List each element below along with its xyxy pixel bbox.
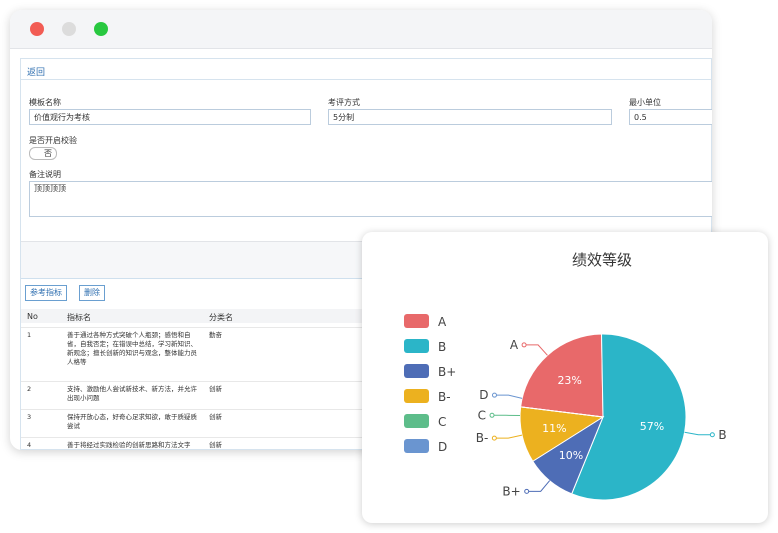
outer-label: B+ (502, 484, 520, 498)
legend-swatch (404, 439, 429, 453)
leader-line (524, 344, 548, 356)
slice-label: 11% (542, 422, 566, 435)
field-label: 考评方式 (328, 98, 360, 107)
table-cell: 创新 (209, 413, 222, 421)
select-input[interactable]: 5分制 (328, 109, 612, 125)
legend-swatch (404, 364, 429, 378)
outer-label: B- (476, 431, 489, 445)
legend-label: B+ (438, 365, 456, 379)
table-cell: 保持开放心态，好奇心足求知欲，敢于质疑质尝试 (67, 413, 197, 430)
back-link[interactable]: 返回 (27, 68, 46, 78)
maximize-button[interactable] (94, 22, 108, 36)
minimize-button[interactable] (62, 22, 76, 36)
toggle-value: 否 (44, 149, 52, 158)
legend-label: A (438, 315, 447, 329)
table-cell: 4 (27, 441, 32, 449)
outer-label: D (479, 388, 488, 402)
leader-line (526, 480, 551, 492)
textarea[interactable]: 顶顶顶顶 (29, 181, 712, 217)
slice-label: 23% (557, 374, 581, 387)
field-label: 是否开启校验 (29, 136, 77, 145)
button[interactable]: 删除 (79, 285, 105, 301)
slice-label: 10% (559, 449, 583, 462)
legend-swatch (404, 314, 429, 328)
chart-title: 绩效等级 (572, 251, 632, 269)
leader-dot (709, 432, 715, 438)
table-cell: 创新 (209, 441, 222, 449)
field-label: 最小单位 (629, 98, 661, 107)
leader-dot (524, 488, 530, 494)
pie-slice (571, 333, 687, 501)
slice-label: 57% (640, 420, 664, 433)
text-input[interactable]: 0.5 (629, 109, 712, 125)
outer-label: A (510, 338, 519, 352)
button[interactable]: 参考指标 (25, 285, 67, 301)
pie-slice (520, 406, 604, 418)
table-cell: 创新 (209, 385, 222, 393)
leader-dot (489, 412, 495, 418)
legend-label: D (438, 440, 447, 454)
legend-swatch (404, 389, 429, 403)
outer-label: B (718, 428, 726, 442)
table-cell: 勤奋 (209, 331, 222, 339)
legend-label: B- (438, 390, 451, 404)
legend-label: B (438, 340, 446, 354)
chart-card: 绩效等级 23% A 57% B 10% B+ 11% B- C D A B B+ B- C D (362, 232, 768, 523)
outer-label: C (478, 408, 486, 422)
table-cell: 善于通过各种方式突破个人瓶颈；感悟和自省，自我否定；在错误中总结，学习新知识、新… (67, 331, 197, 366)
pie-slice (520, 333, 604, 418)
field-label: 备注说明 (29, 170, 61, 179)
title-bar (10, 10, 712, 49)
table-cell: 2 (27, 385, 32, 393)
table-header-cell: No (27, 312, 38, 321)
table-cell: 1 (27, 331, 32, 339)
field-label: 模板名称 (29, 98, 61, 107)
leader-line (494, 434, 523, 439)
legend-label: C (438, 415, 446, 429)
table-cell: 善于将经过实践检验的创新思路和方法文字化、制度化，纳入日常工作流程 (67, 441, 191, 449)
leader-dot (491, 435, 497, 441)
table-cell: 3 (27, 413, 32, 421)
legend-swatch (404, 339, 429, 353)
toggle[interactable]: 否 (29, 147, 57, 160)
legend-swatch (404, 414, 429, 428)
text-input[interactable]: 价值观行为考核 (29, 109, 311, 125)
leader-line (684, 431, 713, 436)
close-button[interactable] (30, 22, 44, 36)
leader-dot (491, 392, 497, 398)
table-header-cell: 指标名 (67, 313, 91, 322)
leader-line (494, 394, 523, 399)
divider (21, 79, 711, 80)
table-header-cell: 分类名 (209, 313, 233, 322)
leader-dot (521, 342, 527, 348)
table-cell: 支持、激励他人尝试新技术、新方法，并允许出现小问题 (67, 385, 197, 402)
